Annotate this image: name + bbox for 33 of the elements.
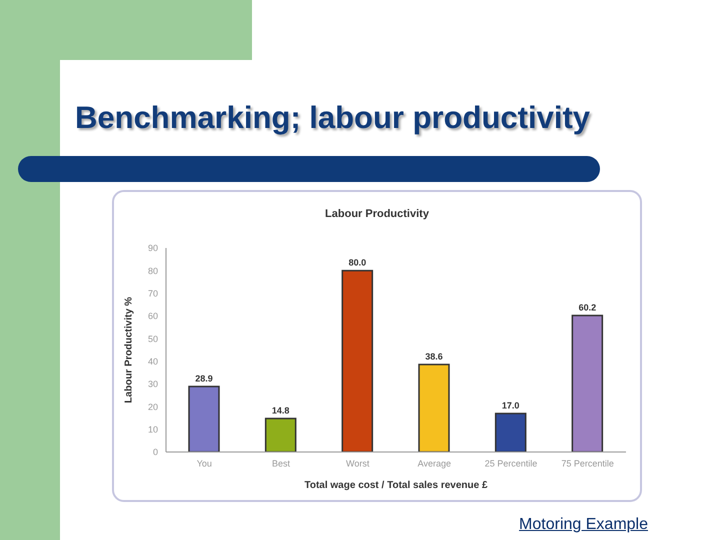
y-axis-title: Labour Productivity % (124, 296, 135, 404)
data-label: 80.0 (348, 258, 366, 268)
chart-subtitle: Labour Productivity (324, 208, 430, 220)
y-tick-label: 40 (148, 356, 158, 367)
x-tick-label: 25 Percentile (484, 458, 538, 468)
x-tick-label: 75 Percentile (561, 458, 614, 468)
y-tick-label: 60 (148, 311, 158, 322)
y-tick-label: 20 (148, 402, 158, 412)
data-label: 17.0 (502, 400, 520, 410)
y-tick-label: 10 (148, 424, 158, 435)
x-tick-label: You (196, 458, 212, 468)
bar (572, 314, 604, 452)
bar (264, 418, 296, 452)
bar (494, 412, 526, 452)
chart-title: Benchmarking; labour productivity (75, 100, 590, 136)
data-label: 14.8 (272, 405, 290, 416)
data-label: 38.6 (425, 352, 443, 362)
x-tick-label: Worst (346, 458, 370, 468)
text: Motoring Example (519, 516, 648, 534)
x-axis-title: Total wage cost / Total sales revenue £ (304, 480, 488, 491)
y-tick-label: 70 (148, 288, 158, 299)
y-tick-label: 90 (148, 243, 158, 254)
data-label: 60.2 (578, 302, 596, 313)
y-tick-label: 0 (152, 447, 158, 458)
y-tick-label: 30 (148, 379, 158, 390)
bar (342, 270, 374, 452)
x-tick-label: Average (418, 458, 452, 468)
bar (188, 386, 220, 452)
data-label: 28.9 (195, 373, 213, 384)
x-tick-label: Best (272, 458, 290, 468)
bar (418, 364, 450, 452)
y-tick-label: 80 (148, 266, 158, 276)
y-tick-label: 50 (148, 334, 158, 344)
